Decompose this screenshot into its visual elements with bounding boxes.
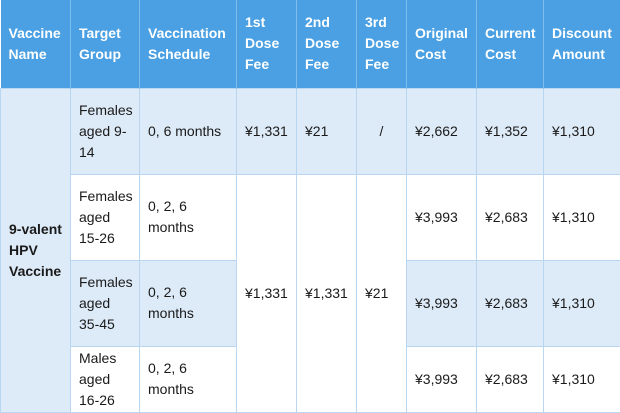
target-group-cell: Females aged 9-14 xyxy=(71,88,140,174)
dose2-fee-cell: ¥21 xyxy=(297,88,357,174)
header-vaccine-name: Vaccine Name xyxy=(1,0,71,88)
original-cost-cell: ¥2,662 xyxy=(407,88,477,174)
schedule-cell: 0, 2, 6 months xyxy=(140,346,237,412)
original-cost-cell: ¥3,993 xyxy=(407,174,477,260)
schedule-cell: 0, 6 months xyxy=(140,88,237,174)
header-dose1-fee: 1st Dose Fee xyxy=(237,0,297,88)
target-group-cell: Females aged 35-45 xyxy=(71,260,140,346)
header-discount-amount: Discount Amount xyxy=(544,0,620,88)
current-cost-cell: ¥2,683 xyxy=(477,346,544,412)
target-group-cell: Males aged 16-26 xyxy=(71,346,140,412)
header-target-group: Target Group xyxy=(71,0,140,88)
current-cost-cell: ¥1,352 xyxy=(477,88,544,174)
dose1-fee-cell: ¥1,331 xyxy=(237,88,297,174)
shared-dose2-fee-cell: ¥1,331 xyxy=(297,174,357,412)
discount-amount-cell: ¥1,310 xyxy=(544,88,620,174)
discount-amount-cell: ¥1,310 xyxy=(544,174,620,260)
table-row: Females aged 15-26 0, 2, 6 months ¥1,331… xyxy=(1,174,620,260)
header-vaccination-schedule: Vaccination Schedule xyxy=(140,0,237,88)
discount-amount-cell: ¥1,310 xyxy=(544,260,620,346)
target-group-cell: Females aged 15-26 xyxy=(71,174,140,260)
original-cost-cell: ¥3,993 xyxy=(407,260,477,346)
table-row: 9-valent HPV Vaccine Females aged 9-14 0… xyxy=(1,88,620,174)
schedule-cell: 0, 2, 6 months xyxy=(140,174,237,260)
header-dose3-fee: 3rd Dose Fee xyxy=(357,0,407,88)
schedule-cell: 0, 2, 6 months xyxy=(140,260,237,346)
header-dose2-fee: 2nd Dose Fee xyxy=(297,0,357,88)
vaccine-name-cell: 9-valent HPV Vaccine xyxy=(1,88,71,412)
current-cost-cell: ¥2,683 xyxy=(477,174,544,260)
shared-dose1-fee-cell: ¥1,331 xyxy=(237,174,297,412)
current-cost-cell: ¥2,683 xyxy=(477,260,544,346)
dose3-fee-cell: / xyxy=(357,88,407,174)
header-row: Vaccine Name Target Group Vaccination Sc… xyxy=(1,0,620,88)
original-cost-cell: ¥3,993 xyxy=(407,346,477,412)
discount-amount-cell: ¥1,310 xyxy=(544,346,620,412)
header-current-cost: Current Cost xyxy=(477,0,544,88)
header-original-cost: Original Cost xyxy=(407,0,477,88)
shared-dose3-fee-cell: ¥21 xyxy=(357,174,407,412)
